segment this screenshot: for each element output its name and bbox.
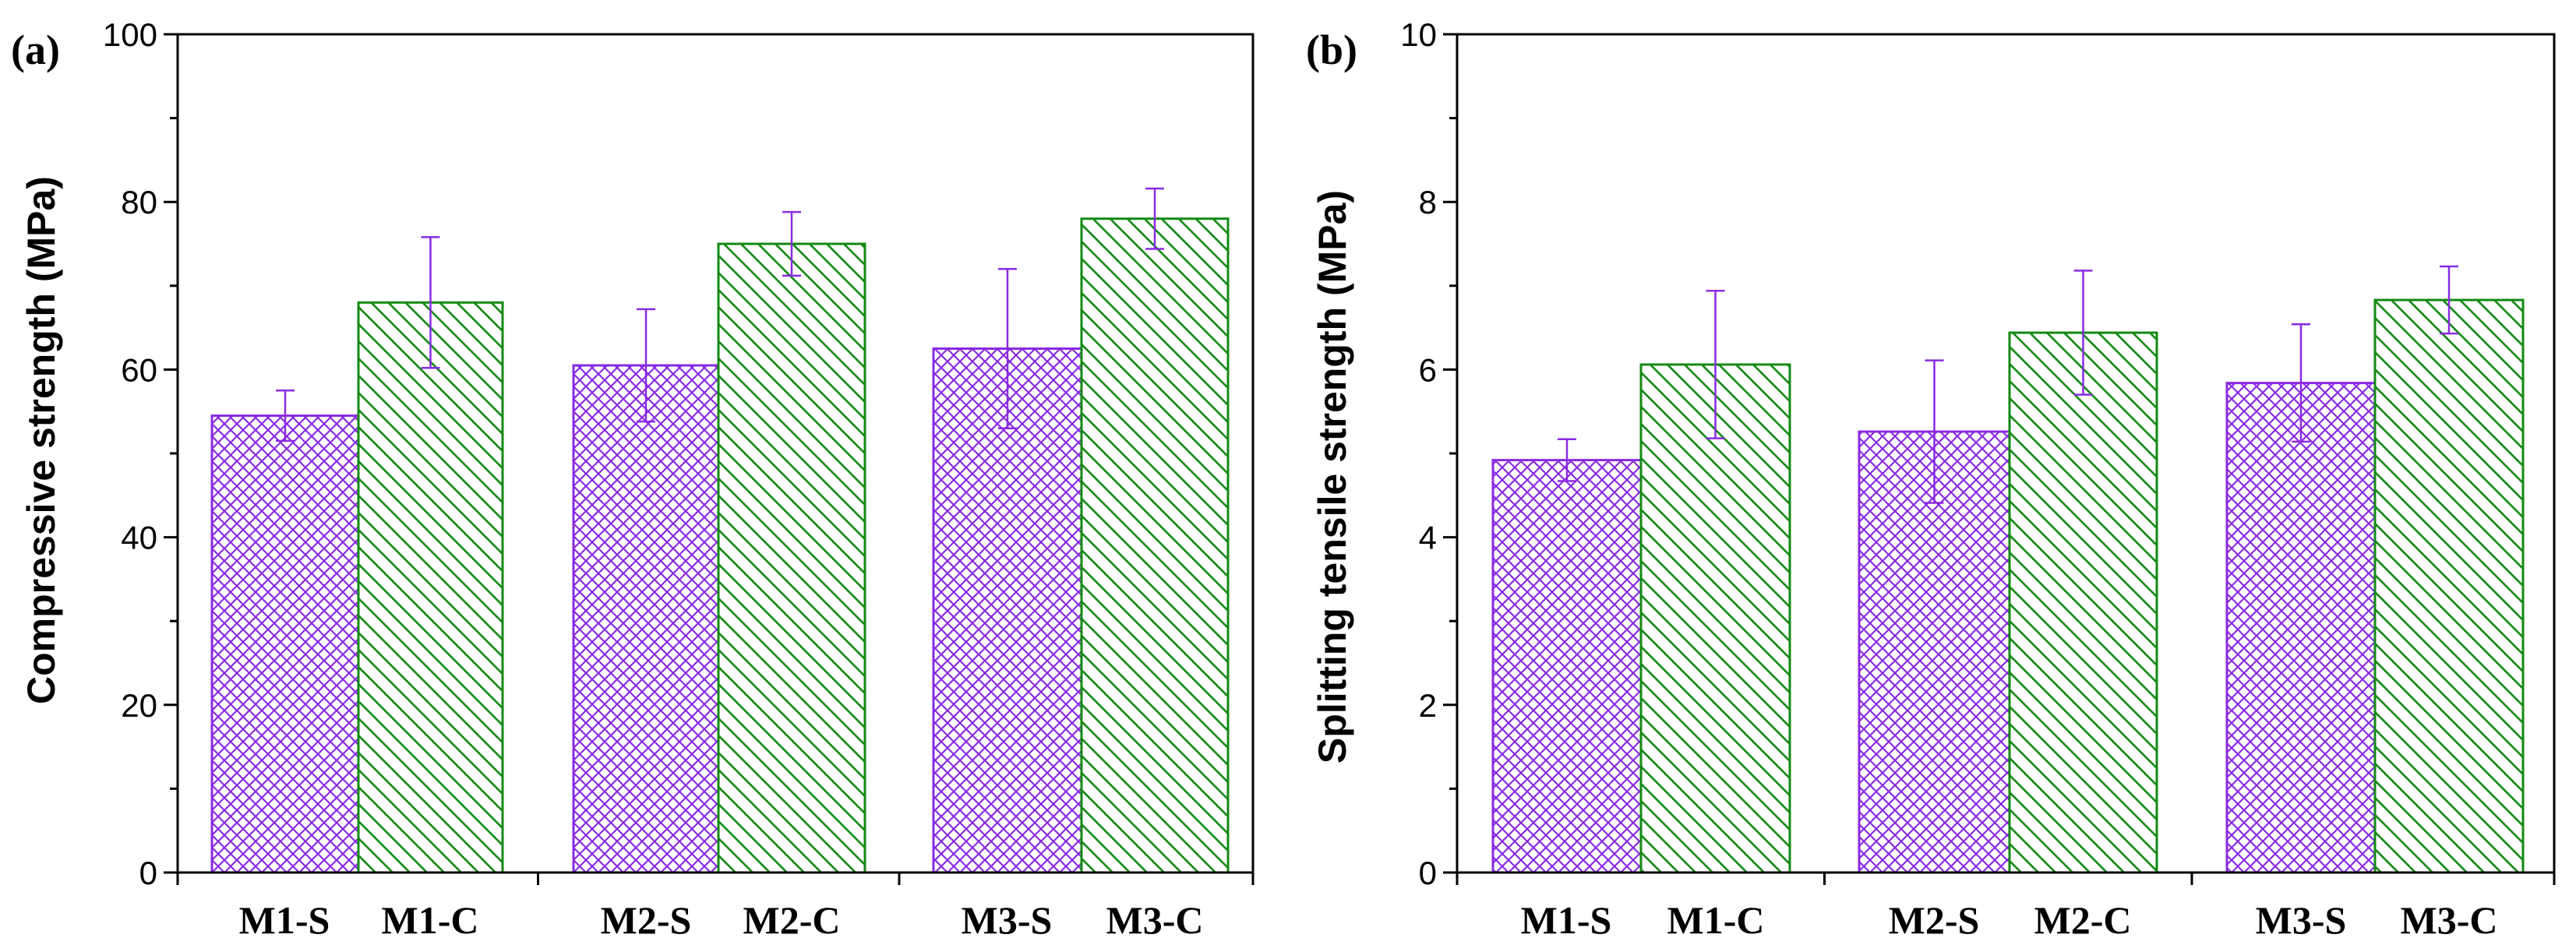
category-label-m2-c: M2-C (2034, 898, 2132, 942)
panel-label-a: (a) (11, 26, 60, 73)
bar-m3-s (2225, 382, 2377, 874)
y-tick-label: 2 (1419, 687, 1437, 724)
category-label-m1-s: M1-S (239, 898, 330, 942)
y-tick-label: 10 (1400, 16, 1437, 53)
category-label-m2-s: M2-S (601, 898, 692, 942)
error-bar-m3-c (1145, 187, 1164, 250)
bar-m2-c (717, 242, 866, 874)
error-bars (1558, 265, 2458, 504)
category-label-m2-c: M2-C (743, 898, 841, 942)
bar-m3-c (2373, 298, 2525, 874)
y-tick-label: 60 (121, 351, 157, 388)
error-bar-m1-c (421, 236, 440, 369)
category-label-m3-c: M3-C (1106, 898, 1204, 942)
bar-m1-s (1491, 459, 1643, 874)
error-bar-m2-s (1925, 359, 1944, 504)
category-label-m3-c: M3-C (2401, 898, 2498, 942)
error-bar-m1-s (276, 390, 295, 443)
panel-a-compressive-strength: (a) Compressive strength (MPa) 0 20 40 60 80… (11, 16, 1254, 942)
y-tick-label: 80 (121, 184, 157, 220)
plot-frame (176, 33, 1254, 874)
error-bars (276, 187, 1164, 443)
y-axis-ticks: 0 20 40 60 80 100 (103, 16, 1254, 891)
bar-m1-s (210, 414, 360, 874)
error-bar-m2-s (637, 308, 655, 423)
y-tick-label: 0 (1419, 855, 1437, 891)
bar-m2-c (2008, 331, 2158, 874)
bars (210, 217, 1230, 874)
bar-m1-c (357, 301, 504, 874)
error-bar-m3-s (2292, 323, 2310, 443)
bar-m1-c (1639, 363, 1791, 874)
y-axis-ticks: 0 2 4 6 8 10 (1400, 16, 2556, 891)
y-axis-title: Compressive strength (MPa) (19, 176, 63, 704)
bar-m2-s (1858, 430, 2011, 874)
error-bar-m1-s (1558, 438, 1576, 482)
y-tick-label: 8 (1419, 184, 1437, 220)
bar-m2-s (572, 364, 720, 874)
category-label-m1-s: M1-S (1521, 898, 1612, 942)
y-tick-label: 6 (1419, 351, 1437, 388)
bar-m3-c (1080, 217, 1230, 874)
panel-label-b: (b) (1306, 26, 1357, 73)
error-bar-m3-s (998, 268, 1017, 429)
error-bar-m2-c (782, 210, 801, 277)
panel-b-splitting-tensile-strength: (b) Splitting tensile strength (MPa) 0 2 4… (1306, 16, 2556, 942)
y-tick-label: 20 (121, 687, 157, 724)
plot-frame (1456, 33, 2556, 874)
category-labels: M1-S M1-C M2-S M2-C M3-S M3-C (239, 898, 1204, 942)
y-axis-title: Splitting tensile strength (MPa) (1311, 190, 1354, 763)
category-label-m1-c: M1-C (1667, 898, 1765, 942)
category-labels: M1-S M1-C M2-S M2-C M3-S M3-C (1521, 898, 2498, 942)
category-label-m1-c: M1-C (382, 898, 479, 942)
y-tick-label: 0 (139, 855, 157, 891)
bars (1491, 298, 2525, 874)
y-tick-label: 40 (121, 520, 157, 556)
bar-m3-s (932, 347, 1083, 874)
error-bar-m2-c (2073, 270, 2093, 396)
y-tick-label: 4 (1419, 520, 1437, 556)
category-label-m3-s: M3-S (2256, 898, 2347, 942)
category-label-m3-s: M3-S (962, 898, 1053, 942)
error-bar-m1-c (1706, 290, 1725, 439)
error-bar-m3-c (2440, 265, 2458, 335)
y-tick-label: 100 (103, 16, 157, 53)
category-label-m2-s: M2-S (1889, 898, 1980, 942)
